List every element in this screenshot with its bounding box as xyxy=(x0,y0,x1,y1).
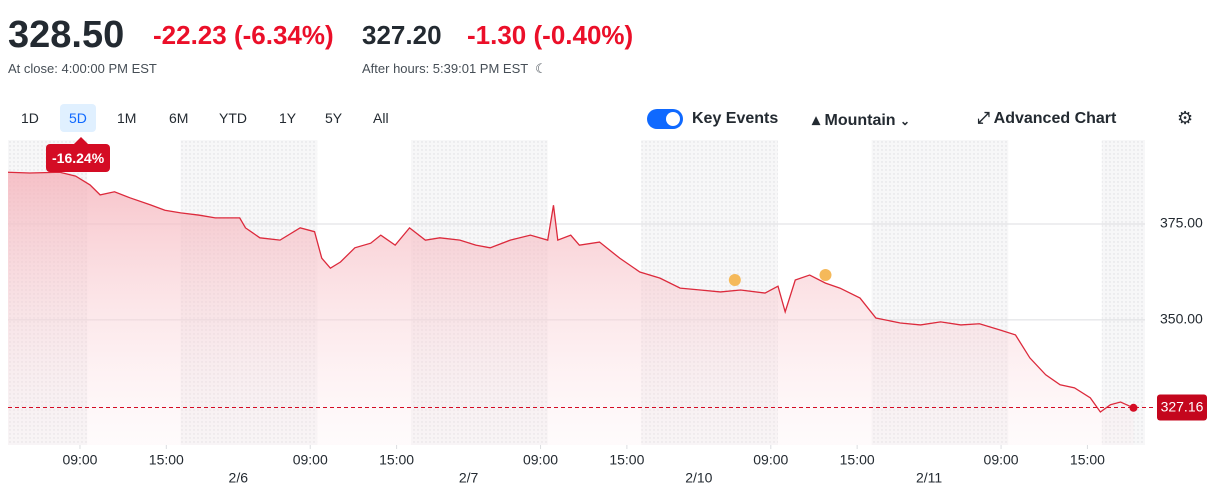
x-tick-label: 15:00 xyxy=(1070,452,1105,468)
x-tick-label: 15:00 xyxy=(149,452,184,468)
last-point xyxy=(1129,403,1138,412)
close-label: At close: 4:00:00 PM EST xyxy=(8,61,157,76)
ah-price: 327.20 xyxy=(362,20,442,50)
change: -22.23 (-6.34%) xyxy=(153,20,334,51)
ah-label: After hours: 5:39:01 PM EST ☾ xyxy=(362,61,547,76)
toggle[interactable] xyxy=(647,109,683,129)
x-tick-label: 15:00 xyxy=(609,452,644,468)
ah-change-value: -1.30 xyxy=(467,20,527,50)
date-label: 2/7 xyxy=(459,470,479,486)
x-tick-label: 15:00 xyxy=(379,452,414,468)
x-tick-label: 09:00 xyxy=(293,452,328,468)
key-events[interactable]: Key Events xyxy=(692,110,779,127)
change-pct: (-6.34%) xyxy=(233,20,334,50)
change-value: -22.23 xyxy=(153,20,227,50)
badge-pointer xyxy=(74,137,88,144)
range-tab[interactable]: 5Y xyxy=(325,110,343,126)
range-tab[interactable]: 1M xyxy=(117,110,137,126)
chart-style-text: Mountain xyxy=(824,112,896,129)
last-price-badge xyxy=(1157,394,1207,421)
date-label: 2/6 xyxy=(229,470,249,486)
range-tab[interactable]: 1Y xyxy=(279,110,297,126)
range-tab[interactable]: YTD xyxy=(219,110,247,126)
range-tab[interactable]: 1D xyxy=(21,110,39,126)
settings[interactable]: ⚙ xyxy=(1177,108,1194,128)
range-tab[interactable]: All xyxy=(373,110,389,126)
range-tab[interactable]: 6M xyxy=(169,110,189,126)
advanced-text: Advanced Chart xyxy=(993,110,1117,127)
x-tick-label: 09:00 xyxy=(62,452,97,468)
x-tick-label: 09:00 xyxy=(523,452,558,468)
date-label: 2/11 xyxy=(916,470,942,486)
x-tick-label: 09:00 xyxy=(984,452,1019,468)
key-event xyxy=(728,274,741,287)
ah-change: -1.30 (-0.40%) xyxy=(467,20,633,51)
x-tick-label: 09:00 xyxy=(753,452,788,468)
ah-change-pct: (-0.40%) xyxy=(533,20,634,50)
change-badge: -16.24% xyxy=(46,144,111,172)
x-tick-label: 15:00 xyxy=(840,452,875,468)
ah-label-text: After hours: 5:39:01 PM EST xyxy=(362,61,528,76)
price-line xyxy=(7,171,1134,413)
date-label: 2/10 xyxy=(685,470,712,486)
y-tick-label: 375.00 xyxy=(1160,215,1203,231)
extended-hours xyxy=(1101,140,1145,445)
y-tick-label: 350.00 xyxy=(1160,311,1203,327)
advanced-chart[interactable]: ⤢ Advanced Chart xyxy=(977,110,1117,127)
last-price-label: 327.16 xyxy=(1161,398,1204,414)
key-event xyxy=(819,269,832,282)
price: 328.50 xyxy=(8,14,125,56)
range-tab[interactable]: 5D xyxy=(60,104,96,132)
area xyxy=(8,172,1134,445)
chart-style[interactable]: ▴ Mountain ⌄ xyxy=(812,112,911,129)
